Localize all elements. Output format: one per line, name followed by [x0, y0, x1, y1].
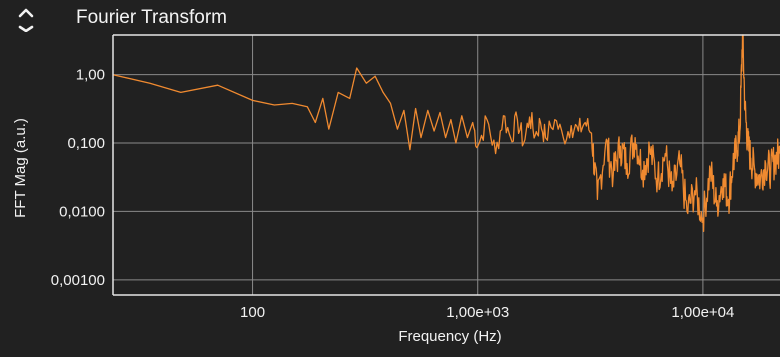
x-tick-label: 1,00e+04 [671, 304, 734, 321]
y-tick-label: 0,0100 [59, 203, 105, 220]
chart-title: Fourier Transform [76, 7, 227, 28]
fft-magnitude-line [112, 34, 780, 232]
chevrons-up-down-icon [18, 8, 34, 33]
y-tick-labels: 1,00 0,100 0,0100 0,00100 [51, 67, 105, 289]
grid [113, 35, 780, 295]
chart-header: Fourier Transform [0, 0, 780, 36]
collapse-toggle-button[interactable] [14, 6, 38, 33]
y-tick-label: 1,00 [76, 67, 105, 84]
plot-frame [112, 34, 780, 296]
y-tick-label: 0,100 [67, 135, 105, 152]
x-tick-label: 1,00e+03 [446, 304, 509, 321]
x-tick-label: 100 [240, 304, 265, 321]
series-layer [112, 34, 780, 232]
x-axis-label: Frequency (Hz) [398, 328, 501, 345]
y-axis-label: FFT Mag (a.u.) [12, 118, 29, 218]
y-tick-label: 0,00100 [51, 272, 105, 289]
x-tick-labels: 100 1,00e+03 1,00e+04 [240, 304, 734, 321]
